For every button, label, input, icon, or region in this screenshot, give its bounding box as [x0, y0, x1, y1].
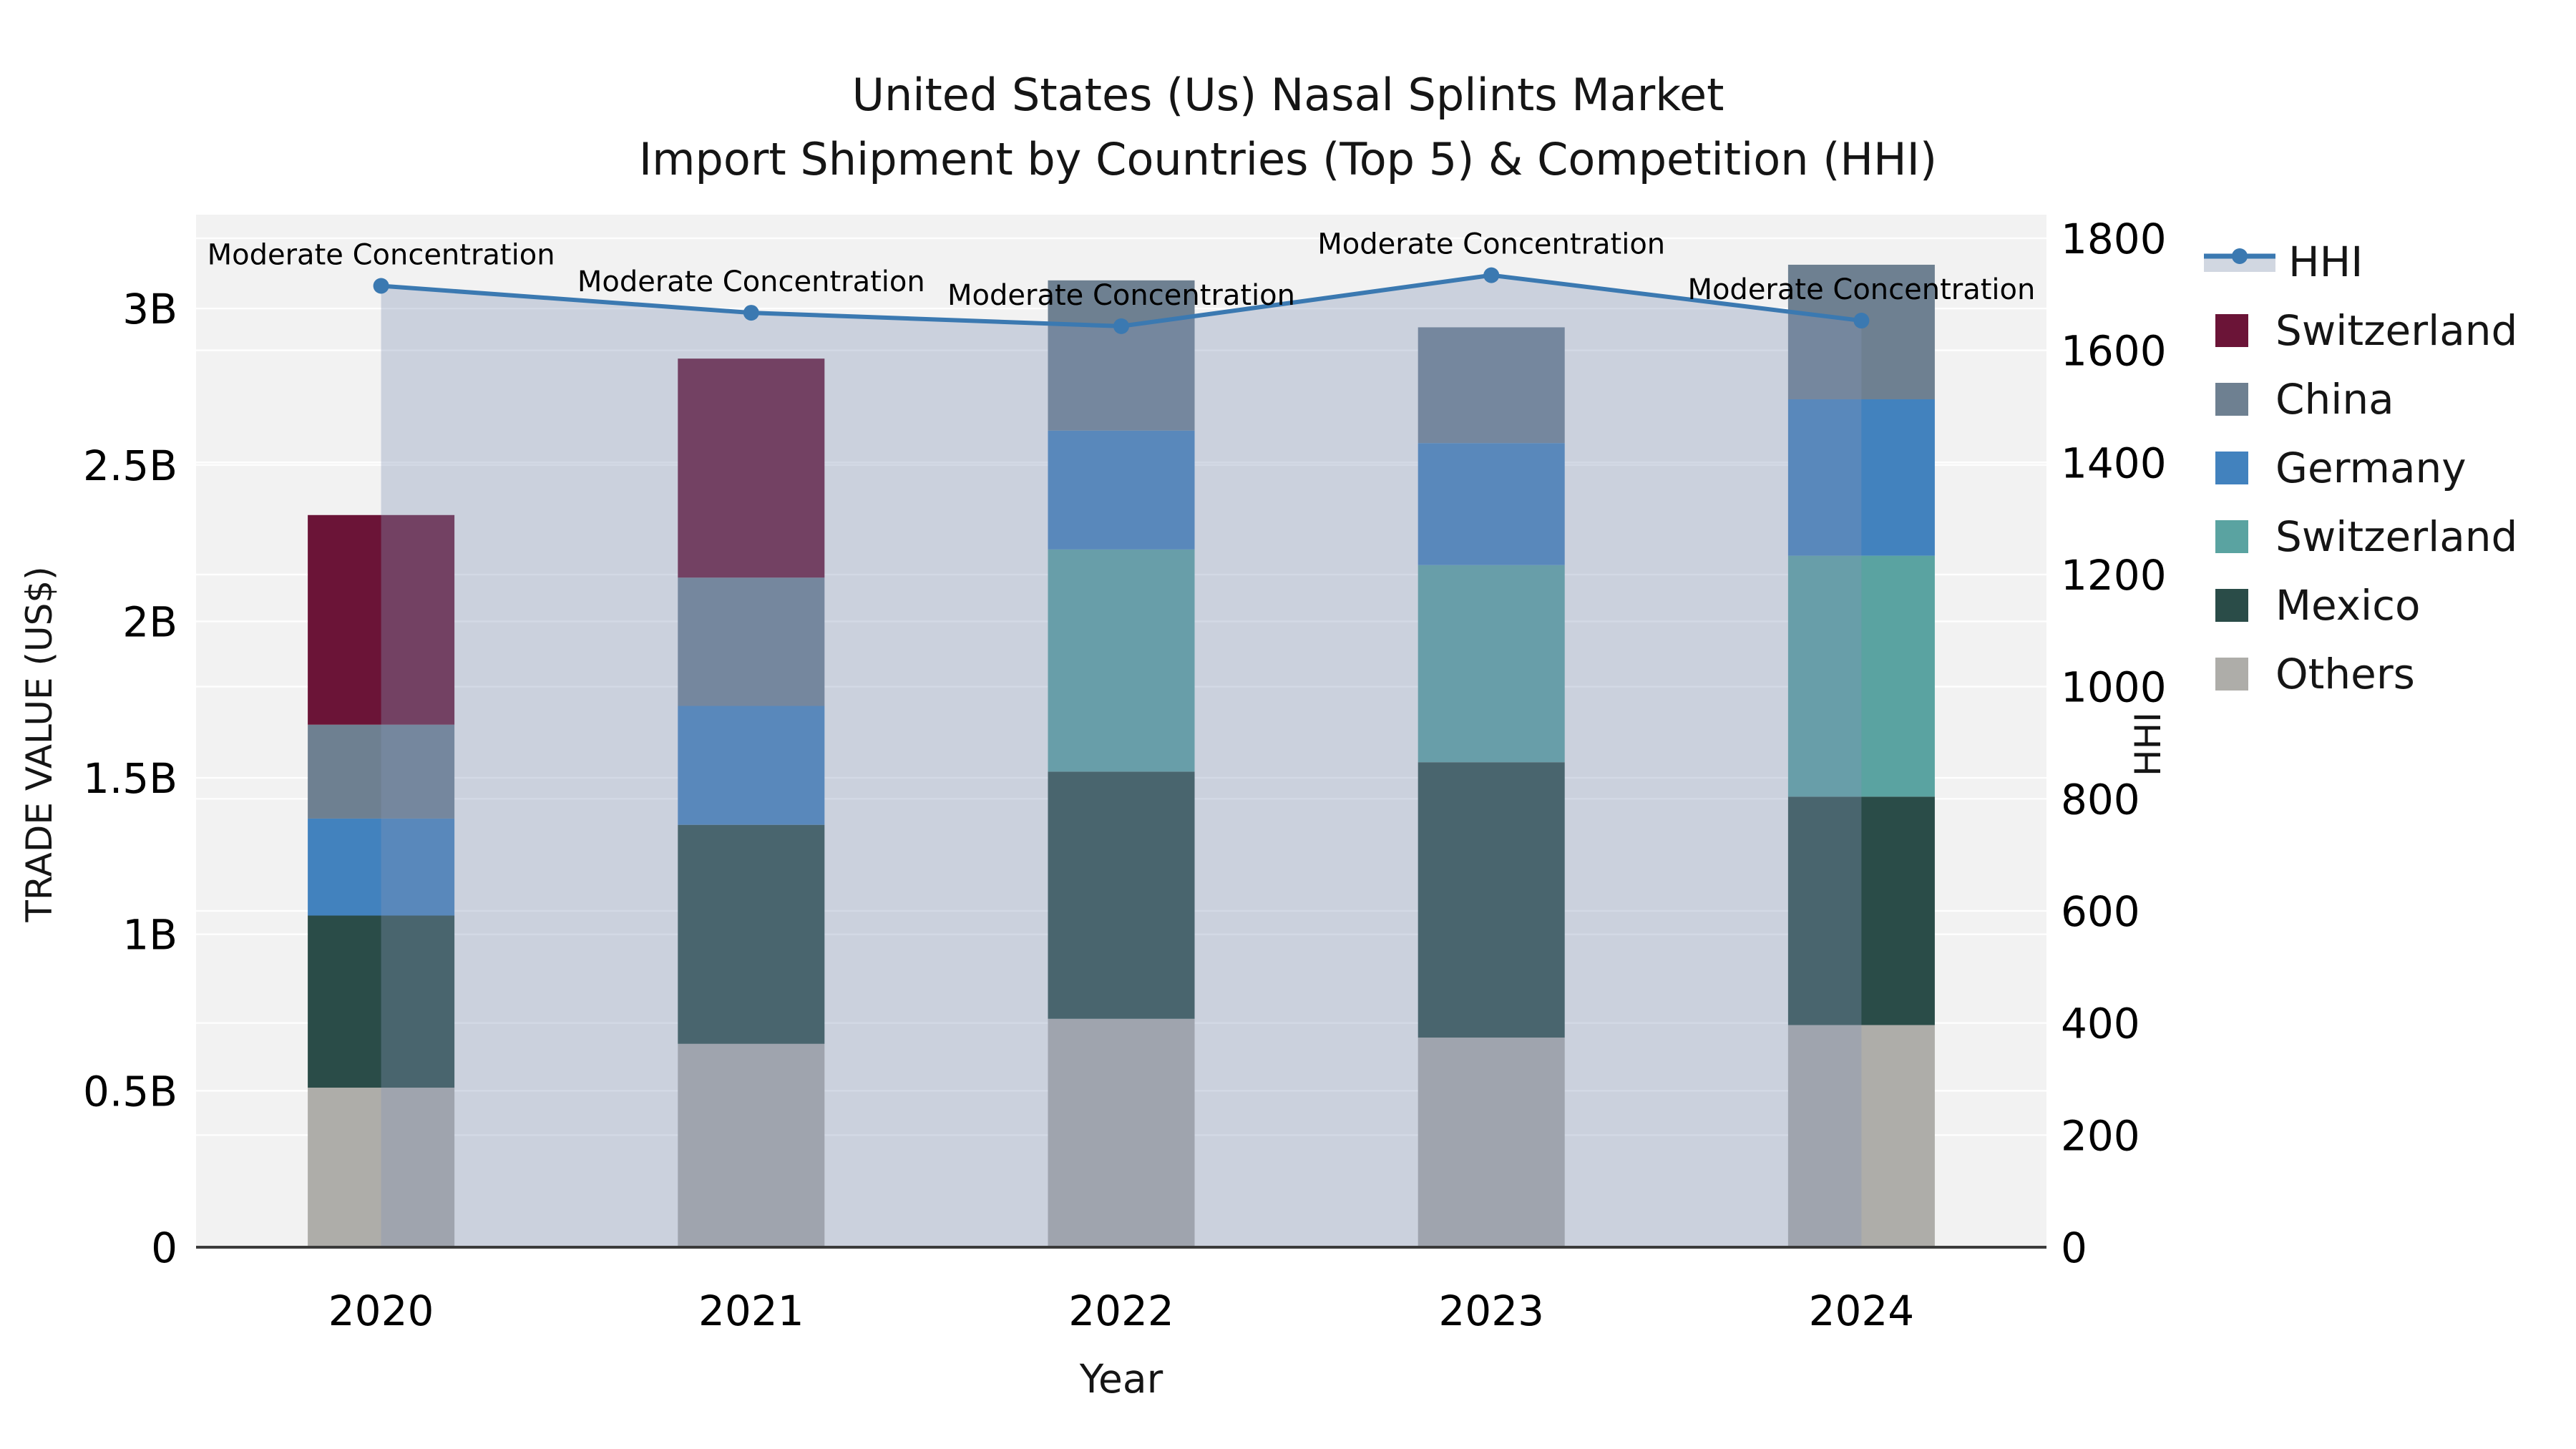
x-tick-2022: 2022	[1068, 1287, 1174, 1335]
y-left-tick-1B: 1B	[122, 911, 177, 960]
x-tick-2020: 2020	[328, 1287, 434, 1335]
y-left-tick-3B: 3B	[122, 285, 177, 333]
hhi-line-sample-icon	[2204, 246, 2275, 278]
bar-segment-germany-2023	[1418, 443, 1565, 565]
bar-segment-mexico-2020	[308, 915, 455, 1088]
y-left-tick-2B: 2B	[122, 597, 177, 646]
annotation-2021: Moderate Concentration	[577, 265, 925, 298]
y-axis-title-right: HHI	[2127, 712, 2169, 776]
legend-item-germany-3: Germany	[2204, 434, 2517, 502]
legend: HHI Switzerland China Germany Switzerland Mex…	[2204, 228, 2517, 708]
bar-segment-mexico-2023	[1418, 762, 1565, 1038]
y-right-tick-1800: 1800	[2061, 215, 2167, 263]
legend-swatch-china-icon	[2215, 383, 2248, 416]
annotation-2022: Moderate Concentration	[947, 279, 1295, 312]
annotation-2023: Moderate Concentration	[1317, 228, 1665, 261]
legend-swatch-switzerland-icon	[2215, 314, 2248, 347]
legend-swatch-germany-icon	[2215, 452, 2248, 484]
bar-segment-switzerland-2023	[1418, 565, 1565, 763]
x-tick-2024: 2024	[1809, 1287, 1915, 1335]
y-left-tick-0.5B: 0.5B	[83, 1067, 177, 1116]
legend-label-mexico: Mexico	[2275, 581, 2421, 630]
legend-item-switzerland-1: Switzerland	[2204, 296, 2517, 365]
bar-segment-switzerland-2024	[1787, 555, 1935, 797]
y-right-tick-0: 0	[2061, 1224, 2087, 1272]
chart-title: United States (Us) Nasal Splints Market …	[0, 63, 2576, 192]
legend-item-mexico-5: Mexico	[2204, 571, 2517, 640]
legend-label-china: China	[2275, 375, 2394, 424]
legend-label-switzerland: Switzerland	[2275, 512, 2518, 561]
annotation-2024: Moderate Concentration	[1687, 273, 2035, 306]
legend-item-others-6: Others	[2204, 640, 2517, 708]
legend-swatch-mexico-icon	[2215, 589, 2248, 622]
legend-item-china-2: China	[2204, 365, 2517, 434]
bar-segment-others-2024	[1787, 1025, 1935, 1247]
y-right-tick-400: 400	[2061, 1000, 2140, 1048]
annotation-2020: Moderate Concentration	[208, 238, 555, 271]
bar-segment-others-2021	[678, 1043, 825, 1247]
chart-title-line1: United States (Us) Nasal Splints Market	[852, 69, 1724, 121]
y-axis-title-left: TRADE VALUE (US$)	[19, 566, 60, 922]
y-right-tick-1400: 1400	[2061, 439, 2167, 487]
bar-segment-china-2021	[678, 577, 825, 706]
hhi-point-2021	[743, 305, 759, 321]
y-left-tick-1.5B: 1.5B	[83, 754, 177, 803]
chart-title-line2: Import Shipment by Countries (Top 5) & C…	[638, 133, 1938, 185]
bar-segment-others-2023	[1418, 1038, 1565, 1247]
y-right-tick-600: 600	[2061, 887, 2140, 936]
legend-item-hhi-0: HHI	[2204, 228, 2517, 296]
hhi-point-2023	[1483, 267, 1500, 283]
bar-segment-germany-2024	[1787, 399, 1935, 556]
legend-swatch-others-icon	[2215, 658, 2248, 691]
bar-segment-switzerland-2020	[308, 514, 455, 725]
y-right-tick-1600: 1600	[2061, 327, 2167, 376]
x-axis-title: Year	[1079, 1356, 1163, 1402]
legend-label-switzerland: Switzerland	[2275, 306, 2518, 355]
bar-segment-china-2024	[1787, 264, 1935, 399]
bar-segment-china-2020	[308, 724, 455, 819]
bar-segment-china-2022	[1048, 280, 1195, 431]
bar-segment-germany-2021	[678, 706, 825, 825]
x-tick-2023: 2023	[1438, 1287, 1544, 1335]
legend-label-hhi: HHI	[2288, 238, 2363, 286]
legend-label-others: Others	[2275, 650, 2415, 698]
y-right-tick-1000: 1000	[2061, 663, 2167, 712]
y-left-tick-2.5B: 2.5B	[83, 441, 177, 490]
hhi-point-2024	[1853, 313, 1870, 329]
bar-segment-germany-2022	[1048, 430, 1195, 550]
y-right-tick-200: 200	[2061, 1111, 2140, 1160]
legend-item-switzerland-4: Switzerland	[2204, 502, 2517, 571]
bar-segment-china-2023	[1418, 327, 1565, 444]
legend-label-germany: Germany	[2275, 444, 2467, 492]
legend-swatch-switzerland-icon	[2215, 520, 2248, 553]
y-right-tick-800: 800	[2061, 775, 2140, 824]
bar-segment-mexico-2024	[1787, 796, 1935, 1025]
bar-segment-mexico-2022	[1048, 771, 1195, 1019]
hhi-area-fill	[381, 275, 1862, 1248]
bar-segment-mexico-2021	[678, 824, 825, 1044]
bar-segment-germany-2020	[308, 818, 455, 916]
bar-segment-switzerland-2022	[1048, 549, 1195, 772]
hhi-point-2020	[373, 278, 389, 294]
bar-segment-others-2022	[1048, 1018, 1195, 1247]
x-tick-2021: 2021	[698, 1287, 804, 1335]
bar-segment-others-2020	[308, 1087, 455, 1247]
y-right-tick-1200: 1200	[2061, 551, 2167, 600]
bar-segment-switzerland-2021	[678, 358, 825, 578]
hhi-point-2022	[1113, 318, 1129, 334]
y-left-tick-0: 0	[151, 1224, 177, 1272]
